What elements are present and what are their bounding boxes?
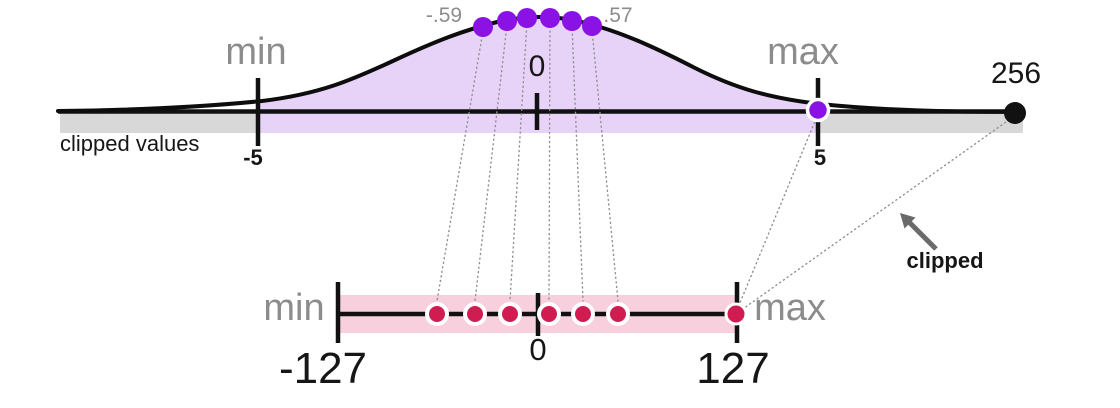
int-sample-dot [463,302,487,326]
outlier-value-label: 256 [990,57,1042,90]
mapping-lines [436,21,1014,312]
float-sample-dots [473,8,602,37]
clipped-arrow-head [900,213,916,229]
float-leftmost-sample-label: -.59 [425,4,463,27]
mapping-line [509,21,528,302]
mapping-line [591,29,619,302]
int-sample-dot [537,302,561,326]
float-sample-dot [540,8,560,28]
int-zero-label: 0 [529,332,547,367]
float-sample-dot [497,11,517,31]
float-sample-dot [562,11,582,31]
float-zero-label: 0 [528,50,546,83]
int-max-label: max [754,287,826,329]
mapping-line [436,30,484,302]
int-sample-dot [571,302,595,326]
float-sample-dot [473,17,493,37]
clipped-arrow-shaft [907,220,938,251]
int-min-value: -127 [278,344,368,393]
float-min-label: min [225,31,287,73]
clipped-values-label: clipped values [60,131,200,156]
float-max-label: max [767,31,839,73]
outlier-dot [1004,102,1026,124]
int-sample-dots [425,302,630,326]
float-max-value: 5 [813,145,827,170]
int-max-value: 127 [696,344,770,393]
mapping-line [571,24,584,302]
clipped-mapping-line-max [736,113,819,311]
float-distribution-fill [258,17,818,133]
mapping-line [474,24,508,302]
int-sample-dot [498,302,522,326]
clipped-band-right [818,113,1023,133]
float-sample-dot [582,16,602,36]
clipped-arrow [900,213,938,251]
clipped-band-left [60,113,258,133]
clipped-mapping-line-outlier [739,116,1014,312]
float-sample-dot [517,8,537,28]
int-min-label: min [263,287,325,329]
float-max-dot [805,97,831,123]
mapping-line [548,21,551,302]
float-min-value: -5 [243,145,263,170]
clipped-annotation-label: clipped [906,248,984,273]
int-sample-dot [606,302,630,326]
int-max-dot [724,302,748,326]
float-rightmost-sample-label: .57 [603,4,633,27]
int-sample-dot [425,302,449,326]
